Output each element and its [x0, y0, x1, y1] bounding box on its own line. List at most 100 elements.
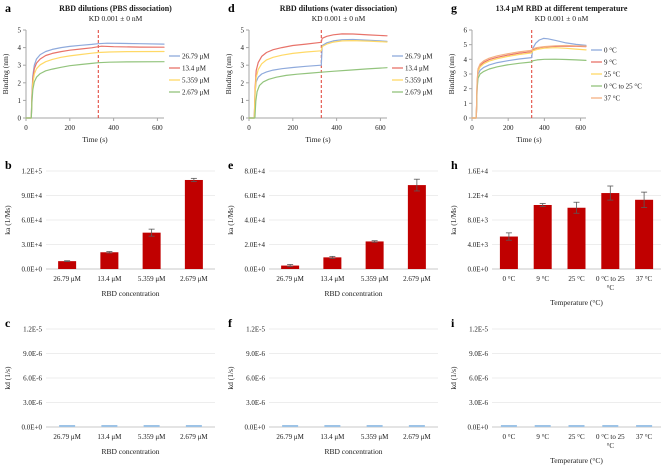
x-tick-label: 400	[331, 124, 342, 132]
y-axis-title: ka (1/Ms)	[449, 205, 458, 235]
y-tick-label: 0.0E+0	[245, 424, 266, 432]
line-chart-pbs-dissociation: RBD dilutions (PBS dissociation) KD 0.001…	[0, 0, 223, 157]
category-label: 2.679 μM	[403, 275, 431, 283]
y-axis-title: Binding (nm)	[447, 53, 456, 94]
y-tick-label: 3.0E-6	[469, 399, 488, 407]
chart-title: 13.4 μM RBD at different temperature	[496, 4, 628, 13]
y-axis-title: ka (1/Ms)	[226, 205, 235, 235]
legend-label: 2.679 μM	[405, 89, 433, 97]
category-label: 2.679 μM	[180, 275, 208, 283]
kd-near-zero-dash	[366, 425, 383, 427]
y-tick-label: 1.2E+4	[468, 192, 489, 200]
category-label: 2.679 μM	[180, 433, 208, 441]
y-axis-title: ka (1/Ms)	[3, 205, 12, 235]
line-chart-water-dissociation: RBD dilutions (water dissociation) KD 0.0…	[223, 0, 446, 157]
series-line-2.679 μM	[25, 61, 165, 119]
y-tick-label: 6.0E-6	[23, 375, 42, 383]
y-tick-label: 9.0E+4	[22, 192, 43, 200]
chart-svg-c: 0.0E+0 3.0E-6 6.0E-6 9.0E-6 1.2E-5 kd (1/s) 26…	[3, 326, 215, 456]
chart-subtitle: KD 0.001 ± 0 nM	[312, 14, 366, 23]
category-label: 5.359 μM	[361, 275, 389, 283]
bar	[601, 193, 620, 269]
category-label: 0 °C	[503, 275, 516, 283]
line-chart-temperature: 13.4 μM RBD at different temperature KD 0…	[446, 0, 669, 157]
y-tick-label: 6.0E+4	[245, 192, 266, 200]
x-tick-label: 400	[108, 124, 119, 132]
bar-chart-kd-pbs: 0.0E+0 3.0E-6 6.0E-6 9.0E-6 1.2E-5 kd (1/s) 26…	[0, 315, 223, 473]
x-axis-title: RBD concentration	[324, 289, 382, 298]
y-tick-label: 2	[464, 85, 468, 93]
category-label: 26.79 μM	[276, 433, 304, 441]
x-axis-title: Temperature (°C)	[550, 456, 603, 465]
bar	[323, 257, 342, 269]
bar-chart-ka-temperature: 0.0E+0 4.0E+3 8.0E+3 1.2E+4 1.6E+4 ka (1/Ms) 0…	[446, 157, 669, 315]
category-label: °C	[607, 442, 615, 450]
panel-h: h 0.0E+0 4.0E+3 8.0E+3 1.2E+4 1.6E+4 ka (1/Ms…	[446, 157, 669, 315]
y-tick-label: 6.0E-6	[469, 375, 488, 383]
y-tick-label: 1.2E-5	[23, 326, 42, 334]
series-line-0 °C to 25 °C	[471, 58, 587, 119]
x-tick-label: 600	[575, 124, 586, 132]
kd-near-zero-dash	[534, 425, 551, 427]
bar-chart-ka-water: 0.0E+0 2.0E+4 4.0E+4 6.0E+4 8.0E+4 ka (1/Ms) 2…	[223, 157, 446, 315]
panel-f: f 0.0E+0 3.0E-6 6.0E-6 9.0E-6 1.2E-5 kd (1/s)…	[223, 315, 446, 473]
x-tick-label: 200	[503, 124, 514, 132]
category-label: 26.79 μM	[53, 433, 81, 441]
chart-svg-e: 0.0E+0 2.0E+4 4.0E+4 6.0E+4 8.0E+4 ka (1/Ms) 2…	[226, 168, 438, 298]
y-tick-label: 4	[464, 56, 468, 64]
y-tick-label: 1.2E+5	[22, 168, 43, 176]
panel-e: e 0.0E+0 2.0E+4 4.0E+4 6.0E+4 8.0E+4 ka (1/Ms…	[223, 157, 446, 315]
bar	[567, 207, 586, 269]
panel-letter-e: e	[228, 158, 234, 172]
category-label: 37 °C	[636, 275, 653, 283]
y-tick-label: 1	[18, 97, 22, 105]
panel-letter-f: f	[228, 316, 232, 330]
category-label: 5.359 μM	[138, 275, 166, 283]
y-tick-label: 0.0E+0	[22, 266, 43, 274]
y-tick-label: 4.0E+4	[245, 217, 266, 225]
x-tick-label: 0	[247, 124, 251, 132]
x-axis-title: Time (s)	[516, 135, 542, 144]
panel-letter-b: b	[5, 158, 12, 172]
category-label: 0 °C to 25	[596, 275, 625, 283]
bar	[142, 232, 161, 269]
legend-label: 5.359 μM	[405, 77, 433, 85]
y-tick-label: 2.0E+4	[245, 241, 266, 249]
category-label: 26.79 μM	[276, 275, 304, 283]
legend-label: 0 °C to 25 °C	[604, 83, 642, 91]
legend-label: 0 °C	[604, 47, 617, 55]
y-tick-label: 9.0E-6	[23, 350, 42, 358]
chart-svg-a: RBD dilutions (PBS dissociation)KD 0.001…	[1, 4, 210, 144]
kd-near-zero-dash	[101, 425, 118, 427]
legend-label: 26.79 μM	[182, 53, 210, 61]
y-axis-title: kd (1/s)	[3, 366, 12, 390]
category-label: 26.79 μM	[53, 275, 81, 283]
legend-label: 9 °C	[604, 59, 617, 67]
chart-subtitle: KD 0.001 ± 0 nM	[535, 14, 589, 23]
y-axis-title: kd (1/s)	[449, 366, 458, 390]
series-line-37 °C	[471, 44, 587, 119]
series-line-2.679 μM	[248, 67, 388, 119]
category-label: 37 °C	[636, 433, 653, 441]
y-axis-title: kd (1/s)	[226, 366, 235, 390]
x-tick-label: 600	[375, 124, 386, 132]
kd-near-zero-dash	[568, 425, 585, 427]
legend-label: 13.4 μM	[405, 65, 430, 73]
chart-svg-h: 0.0E+0 4.0E+3 8.0E+3 1.2E+4 1.6E+4 ka (1/Ms) 0…	[449, 168, 661, 307]
y-tick-label: 4.0E+3	[468, 241, 489, 249]
y-tick-label: 6.0E+4	[22, 217, 43, 225]
y-tick-label: 1.2E-5	[246, 326, 265, 334]
category-label: 25 °C	[568, 275, 585, 283]
bar-chart-ka-pbs: 0.0E+0 3.0E+4 6.0E+4 9.0E+4 1.2E+5 ka (1/Ms) 2…	[0, 157, 223, 315]
y-axis-title: Binding (nm)	[1, 53, 10, 94]
bar	[499, 236, 518, 269]
x-axis-title: Time (s)	[305, 135, 331, 144]
kd-near-zero-dash	[408, 425, 425, 427]
category-label: 13.4 μM	[97, 275, 122, 283]
panel-g: g 13.4 μM RBD at different temperature KD…	[446, 0, 669, 157]
bar-chart-kd-temperature: 0.0E+0 3.0E-6 6.0E-6 9.0E-6 1.2E-5 kd (1/s) 0 …	[446, 315, 669, 473]
y-tick-label: 8.0E+4	[245, 168, 266, 176]
y-tick-label: 1	[464, 100, 468, 108]
x-tick-label: 400	[539, 124, 550, 132]
legend-label: 5.359 μM	[182, 77, 210, 85]
